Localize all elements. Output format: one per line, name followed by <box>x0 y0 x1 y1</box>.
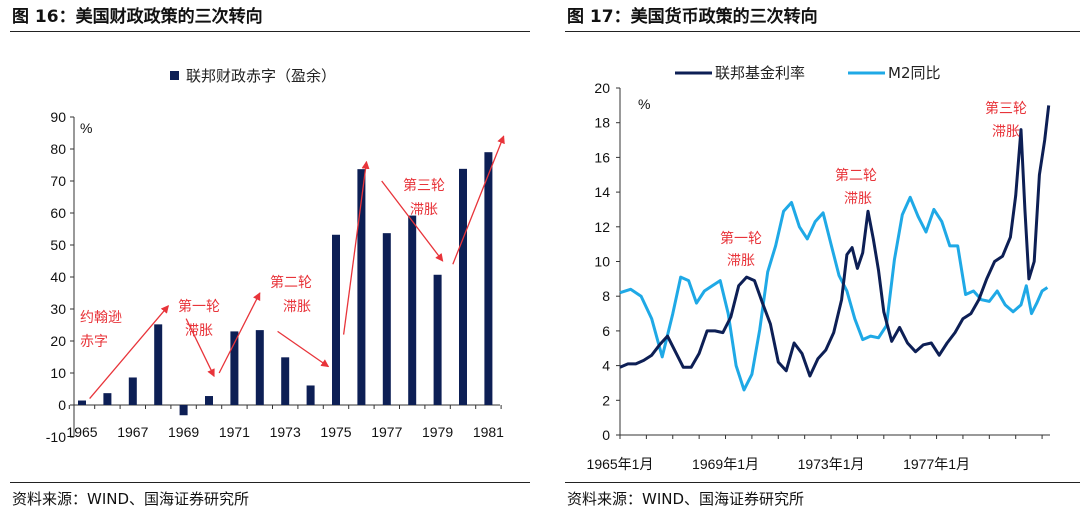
x-tick-label: 1977年1月 <box>903 456 970 472</box>
bar-1979 <box>433 274 442 405</box>
left-figure-panel: 图 16：美国财政政策的三次转向 -10 0 10 20 30 40 50 60 70 80 90 1… <box>10 7 530 508</box>
y-tick-label: 2 <box>602 392 610 408</box>
y-tick-label: 70 <box>50 173 66 189</box>
bar-1966 <box>103 393 112 405</box>
annotation-label: 滞胀 <box>992 124 1020 140</box>
bar-1967 <box>128 377 137 405</box>
x-tick-label: 1981 <box>473 424 504 440</box>
annotation-label: 第二轮 <box>835 167 877 184</box>
fiscal-deficit-bar-chart: -10 0 10 20 30 40 50 60 70 80 90 1965 1967 1969 1971 19… <box>46 67 505 445</box>
figure-17-title: 图 17：美国货币政策的三次转向 <box>567 7 818 27</box>
y-tick-label: 50 <box>50 237 66 253</box>
unit-label: % <box>638 96 650 112</box>
bottom-divider <box>10 482 530 483</box>
annotation-label: 约翰逊 <box>80 310 122 326</box>
bar-1978 <box>408 215 417 405</box>
bar-1972 <box>255 330 264 405</box>
bar-1981 <box>484 152 493 405</box>
annotation-label: 滞胀 <box>283 299 311 315</box>
right-figure-panel: 图 17：美国货币政策的三次转向 0 2 4 6 8 10 12 14 16 18 20 1965年1… <box>565 0 1080 514</box>
y-tick-label: 8 <box>602 288 610 304</box>
annotation-arrow <box>452 135 505 265</box>
annotation-label: 滞胀 <box>844 191 872 207</box>
annotation-label: 第一轮 <box>720 230 762 247</box>
bar-1969 <box>179 405 188 416</box>
y-tick-label: 14 <box>594 184 610 200</box>
x-tick-label: 1977 <box>371 424 402 440</box>
annotation-label: 滞胀 <box>410 202 438 218</box>
y-tick-label: 20 <box>50 333 66 349</box>
x-tick-label: 1979 <box>422 424 453 440</box>
x-tick-label: 1965年1月 <box>587 456 654 472</box>
bar-1965 <box>78 400 86 405</box>
x-tick-label: 1973年1月 <box>798 456 865 472</box>
x-tick-label: 1973 <box>270 424 301 440</box>
y-tick-label: -10 <box>46 429 66 445</box>
annotation-arrow <box>185 318 215 378</box>
bar-1976 <box>357 169 366 405</box>
bar-1973 <box>281 357 290 405</box>
figure-16-title: 图 16：美国财政政策的三次转向 <box>12 7 263 27</box>
y-tick-label: 90 <box>50 109 66 125</box>
annotation-label: 第一轮 <box>178 298 220 315</box>
unit-label: % <box>80 120 92 136</box>
y-tick-label: 12 <box>594 219 610 235</box>
bar-1980 <box>459 168 467 405</box>
annotation-label: 第二轮 <box>270 274 312 291</box>
annotation-label: 第三轮 <box>985 100 1027 117</box>
legend-label: 联邦财政赤字（盈余） <box>186 67 336 85</box>
bar-1970 <box>205 396 213 405</box>
annotation-arrow <box>277 330 330 368</box>
top-divider <box>565 31 1080 32</box>
bar-1977 <box>382 233 391 405</box>
x-tick-label: 1971 <box>219 424 250 440</box>
legend-swatch <box>170 71 179 80</box>
x-tick-label: 1969年1月 <box>692 456 759 472</box>
y-tick-label: 10 <box>50 365 66 381</box>
m2-yoy-line <box>619 195 1049 392</box>
y-tick-label: 20 <box>594 80 610 96</box>
x-tick-label: 1965 <box>66 424 97 440</box>
bottom-divider <box>565 482 1080 483</box>
bar-1968 <box>154 324 163 405</box>
y-tick-label: 0 <box>602 427 610 443</box>
y-tick-label: 4 <box>602 358 610 374</box>
figure-17-source: 资料来源：WIND、国海证券研究所 <box>567 490 805 508</box>
y-tick-label: 0 <box>58 397 66 413</box>
legend-label-m2: M2同比 <box>888 64 941 82</box>
annotation-arrow <box>89 305 170 400</box>
annotation-arrow <box>381 180 444 262</box>
annotation-label: 滞胀 <box>185 323 213 339</box>
bar-1971 <box>230 331 239 405</box>
annotation-label: 滞胀 <box>727 253 755 269</box>
annotation-label: 第三轮 <box>403 177 445 194</box>
annotation-label: 赤字 <box>80 334 108 350</box>
annotation-arrow <box>342 160 370 335</box>
x-tick-label: 1969 <box>168 424 199 440</box>
figure-16-source: 资料来源：WIND、国海证券研究所 <box>12 490 250 508</box>
annotation-arrow <box>218 292 261 374</box>
y-tick-label: 60 <box>50 205 66 221</box>
y-tick-label: 6 <box>602 323 610 339</box>
y-tick-label: 16 <box>594 149 610 165</box>
monetary-policy-line-chart: 0 2 4 6 8 10 12 14 16 18 20 1965年1月 1969年1月 1973年1月 19… <box>587 64 1051 472</box>
y-tick-label: 10 <box>594 254 610 270</box>
bar-1975 <box>332 234 340 405</box>
fed-funds-rate-line <box>619 105 1051 378</box>
x-tick-label: 1967 <box>117 424 148 440</box>
y-tick-label: 40 <box>50 269 66 285</box>
top-divider <box>10 31 530 32</box>
y-tick-label: 30 <box>50 301 66 317</box>
x-tick-label: 1975 <box>320 424 351 440</box>
legend-label-fed-funds: 联邦基金利率 <box>715 64 805 82</box>
bar-1974 <box>306 385 315 405</box>
y-tick-label: 80 <box>50 141 66 157</box>
y-tick-label: 18 <box>594 115 610 131</box>
